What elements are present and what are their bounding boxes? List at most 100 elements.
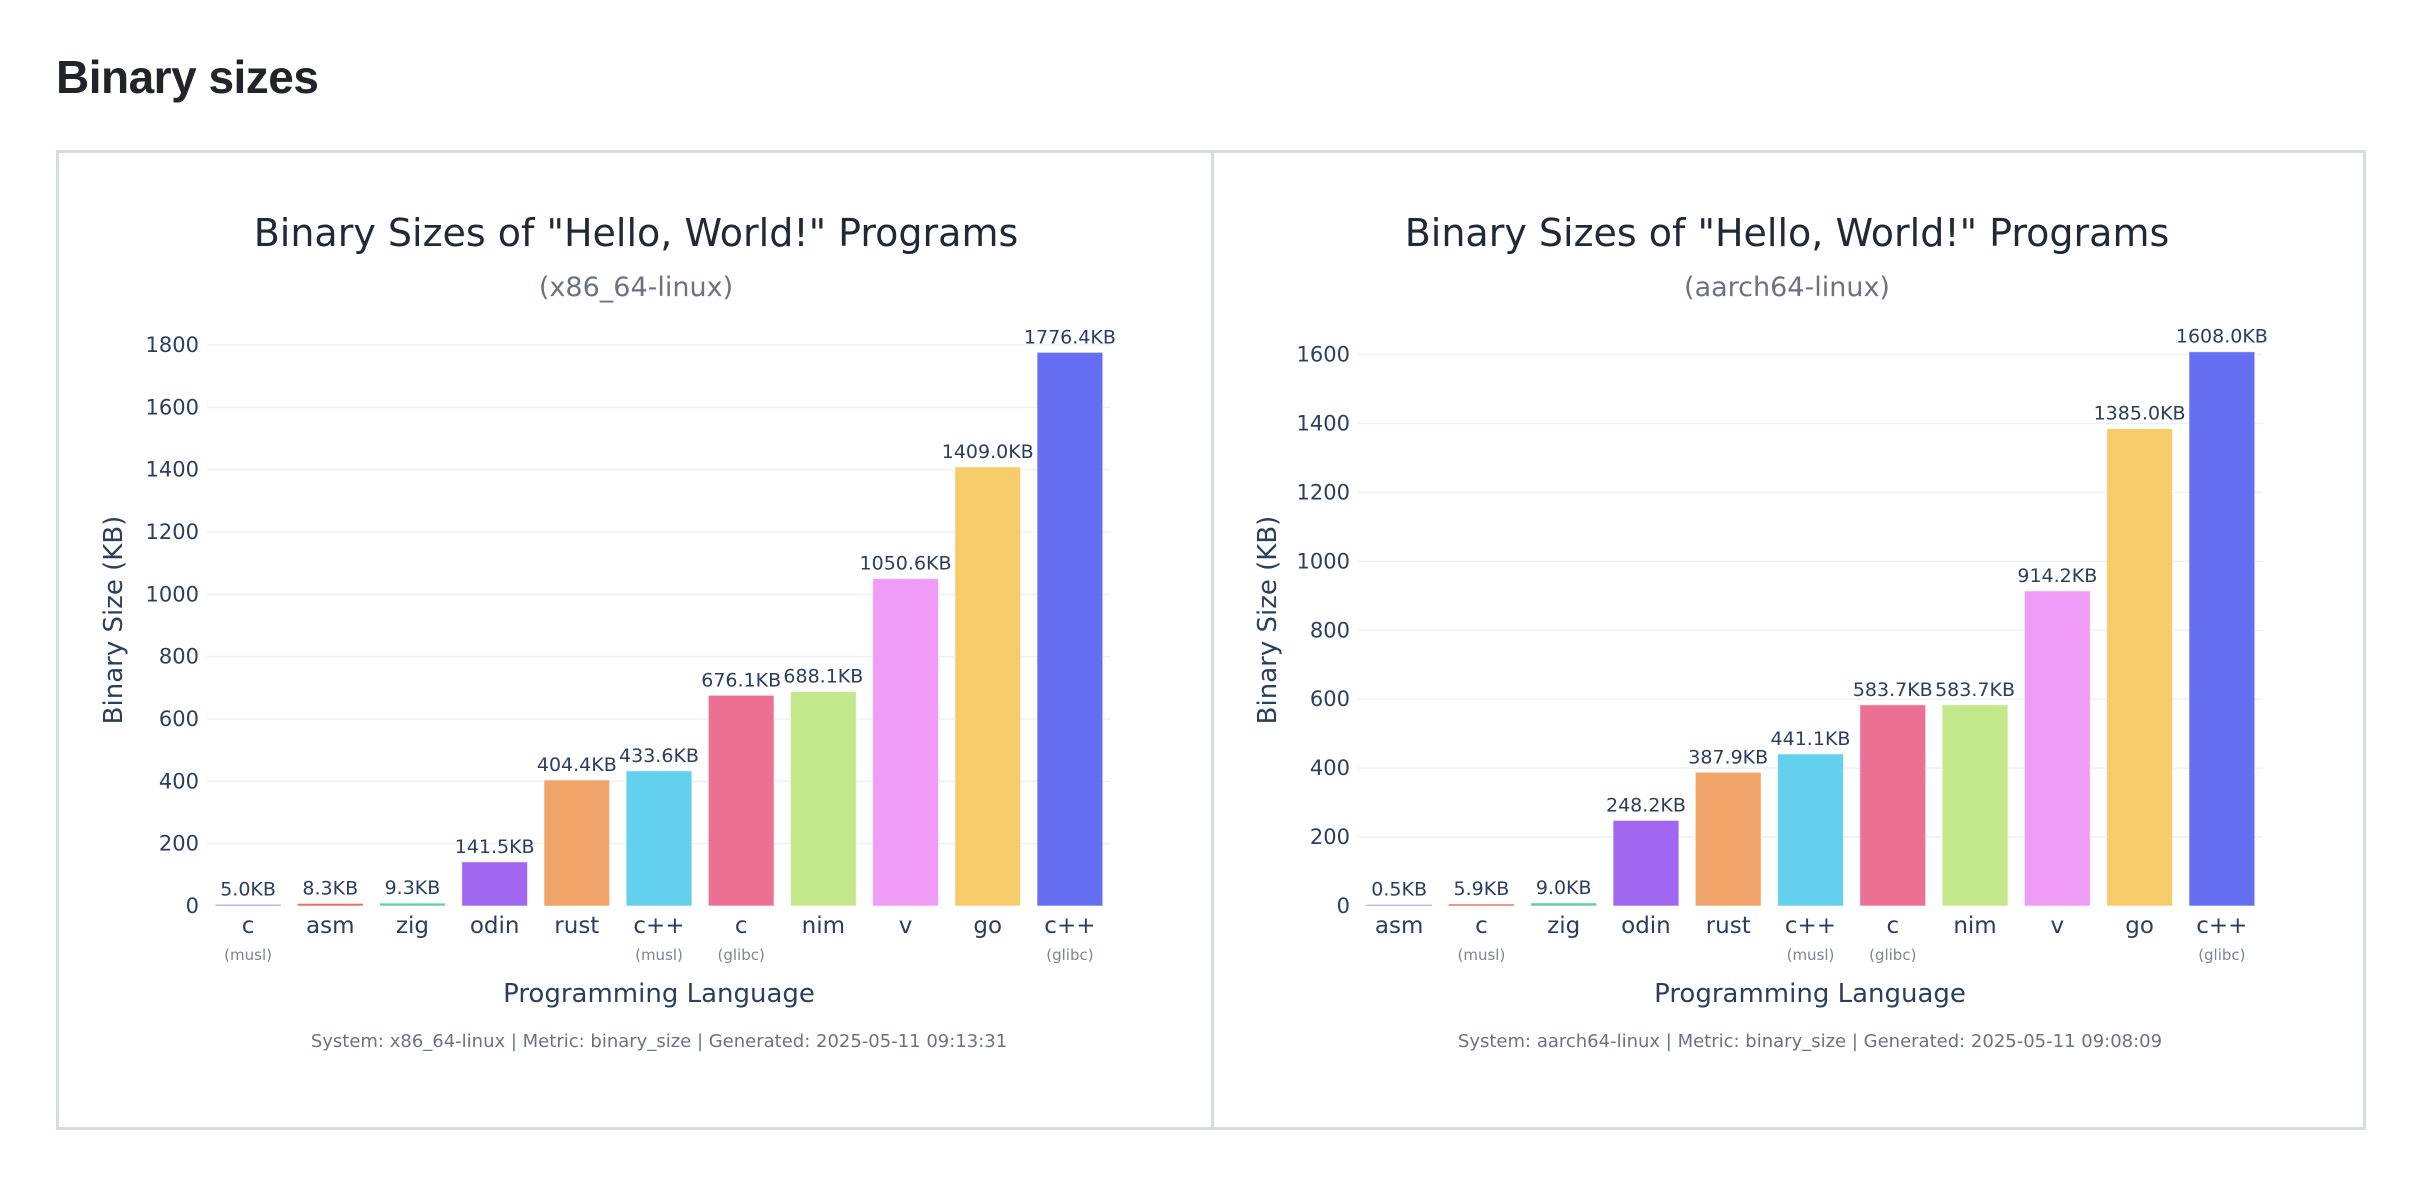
charts-container	[56, 150, 2366, 1130]
y-tick-label: 400	[1310, 756, 1350, 780]
y-tick-label: 1000	[146, 582, 199, 606]
x-tick-sublabel: (glibc)	[1869, 946, 1916, 964]
y-axis-title: Binary Size (KB)	[1253, 516, 1283, 725]
bar-value-label: 9.3KB	[385, 877, 441, 899]
bar-value-label: 441.1KB	[1771, 728, 1851, 750]
x-tick-label: v	[2051, 913, 2065, 939]
x-tick-label: odin	[470, 913, 520, 939]
y-tick-label: 600	[1310, 687, 1350, 711]
bar-value-label: 248.2KB	[1606, 794, 1686, 816]
chart-subtitle: (aarch64-linux)	[1684, 272, 1890, 303]
bar-value-label: 433.6KB	[619, 745, 699, 767]
x-tick-label: c++	[633, 913, 684, 939]
bar	[1530, 902, 1598, 907]
bar	[954, 466, 1022, 907]
x-tick-sublabel: (musl)	[224, 946, 272, 964]
x-tick-label: nim	[802, 913, 845, 939]
y-tick-label: 0	[186, 894, 199, 918]
x-tick-label: zig	[396, 913, 429, 939]
x-tick-label: asm	[1375, 913, 1423, 939]
bar-value-label: 1409.0KB	[942, 441, 1034, 463]
x-tick-sublabel: (musl)	[1458, 946, 1506, 964]
chart-footer: System: aarch64-linux | Metric: binary_s…	[1458, 1031, 2162, 1052]
x-tick-sublabel: (musl)	[1787, 946, 1835, 964]
bar	[1365, 904, 1433, 907]
page-heading: Binary sizes	[56, 51, 319, 103]
bar	[625, 770, 693, 907]
bar	[789, 691, 857, 907]
bar-value-label: 1385.0KB	[2094, 403, 2186, 425]
panel-divider	[1211, 153, 1214, 1127]
x-tick-label: rust	[1706, 913, 1751, 939]
x-tick-label: c++	[1044, 913, 1095, 939]
x-tick-sublabel: (musl)	[635, 946, 683, 964]
y-tick-label: 800	[1310, 618, 1350, 642]
bar-value-label: 583.7KB	[1935, 679, 2015, 701]
bar-value-label: 5.0KB	[220, 878, 276, 900]
bar	[1777, 753, 1844, 907]
y-tick-label: 200	[159, 832, 199, 856]
x-tick-label: odin	[1621, 913, 1671, 939]
x-tick-label: nim	[1953, 913, 1996, 939]
bar	[214, 903, 282, 907]
x-tick-label: zig	[1547, 913, 1580, 939]
x-axis-title: Programming Language	[503, 979, 815, 1009]
x-tick-label: c	[1475, 913, 1488, 939]
x-tick-label: rust	[554, 913, 599, 939]
y-tick-label: 1600	[1297, 343, 1350, 367]
y-tick-label: 200	[1310, 825, 1350, 849]
y-axis-title: Binary Size (KB)	[99, 516, 129, 725]
bar-value-label: 8.3KB	[302, 877, 358, 899]
y-tick-label: 1400	[146, 458, 199, 482]
bar-value-label: 404.4KB	[537, 754, 617, 776]
bar	[2023, 590, 2091, 907]
bar	[2188, 351, 2256, 907]
x-axis-title: Programming Language	[1654, 979, 1966, 1009]
y-tick-label: 1000	[1297, 549, 1350, 573]
x-tick-label: c++	[1785, 913, 1836, 939]
x-tick-label: v	[899, 913, 913, 939]
y-tick-label: 800	[159, 645, 199, 669]
bar-value-label: 5.9KB	[1454, 878, 1510, 900]
bar	[1448, 903, 1515, 907]
y-tick-label: 1400	[1297, 411, 1350, 435]
x-tick-label: go	[973, 913, 1002, 939]
y-tick-label: 1200	[146, 520, 199, 544]
y-tick-label: 600	[159, 707, 199, 731]
chart-subtitle: (x86_64-linux)	[539, 272, 733, 303]
bar	[1036, 351, 1104, 907]
bar-value-label: 9.0KB	[1536, 877, 1592, 899]
x-tick-label: c	[735, 913, 748, 939]
x-tick-sublabel: (glibc)	[1046, 946, 1093, 964]
bar	[1941, 704, 2009, 907]
bar	[543, 779, 611, 907]
bar	[872, 578, 939, 907]
x-tick-label: asm	[306, 913, 354, 939]
bar	[1612, 819, 1680, 907]
bar	[2106, 428, 2174, 907]
bar	[707, 694, 775, 907]
x-tick-label: c	[242, 913, 255, 939]
bar	[461, 861, 529, 907]
chart-title: Binary Sizes of "Hello, World!" Programs	[254, 211, 1019, 255]
y-tick-label: 1200	[1297, 480, 1350, 504]
bar-value-label: 676.1KB	[701, 669, 781, 691]
bar-value-label: 1050.6KB	[860, 553, 952, 575]
chart-footer: System: x86_64-linux | Metric: binary_si…	[311, 1031, 1007, 1052]
chart-title: Binary Sizes of "Hello, World!" Programs	[1405, 211, 2170, 255]
bar	[296, 902, 364, 907]
x-tick-label: go	[2125, 913, 2154, 939]
bar-value-label: 1608.0KB	[2176, 326, 2268, 348]
x-tick-sublabel: (glibc)	[2198, 946, 2245, 964]
bar-value-label: 583.7KB	[1853, 679, 1933, 701]
bar-value-label: 688.1KB	[783, 666, 863, 688]
x-tick-label: c	[1886, 913, 1899, 939]
bar	[379, 902, 446, 907]
bar-value-label: 141.5KB	[455, 836, 535, 858]
y-tick-label: 1800	[146, 333, 199, 357]
y-tick-label: 0	[1337, 894, 1350, 918]
x-tick-label: c++	[2196, 913, 2247, 939]
y-tick-label: 400	[159, 769, 199, 793]
